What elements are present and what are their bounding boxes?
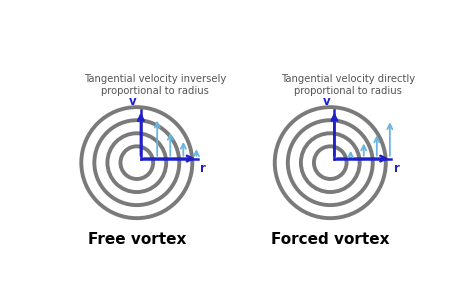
Text: v: v — [129, 95, 137, 108]
Text: Free vortex: Free vortex — [88, 232, 186, 247]
Text: r: r — [201, 162, 206, 175]
Text: r: r — [394, 162, 400, 175]
Text: v: v — [323, 95, 330, 108]
Text: Tangential velocity inversely
proportional to radius: Tangential velocity inversely proportion… — [83, 74, 226, 96]
Text: Forced vortex: Forced vortex — [271, 232, 390, 247]
Text: Tangential velocity directly
proportional to radius: Tangential velocity directly proportiona… — [281, 74, 415, 96]
